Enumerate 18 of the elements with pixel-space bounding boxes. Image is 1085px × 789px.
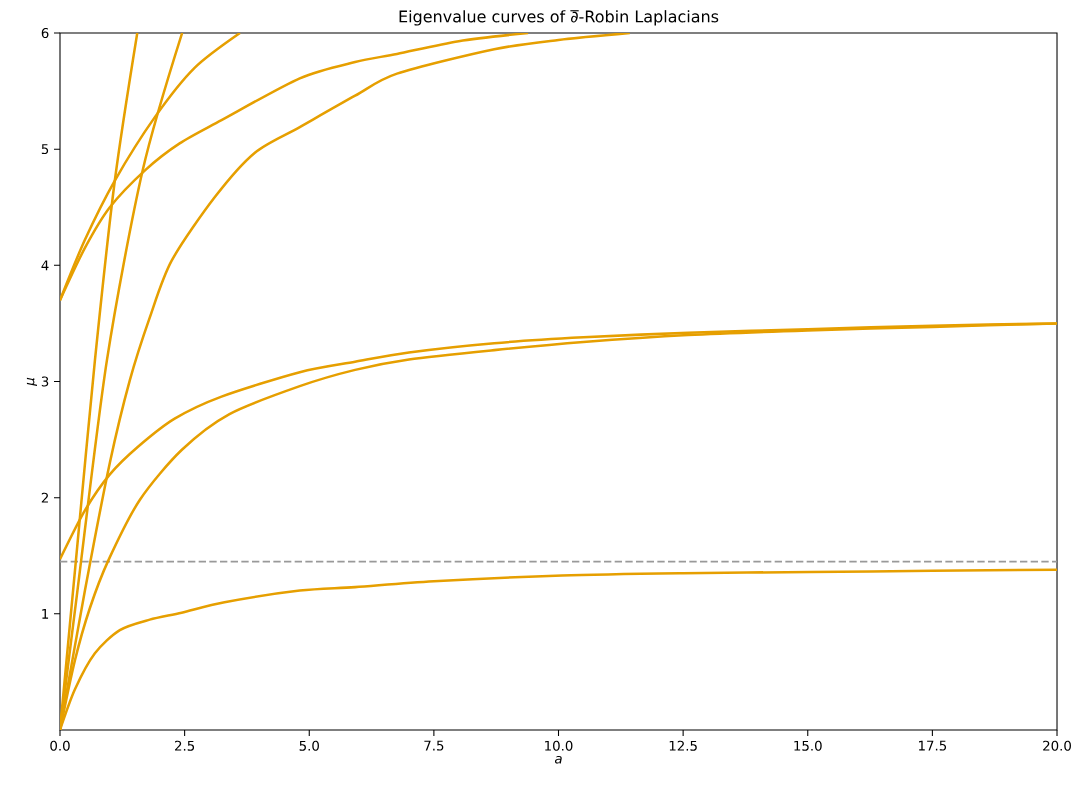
- x-tick-label: 2.5: [175, 740, 195, 751]
- x-axis-title: a: [554, 755, 562, 764]
- x-tick-label: 17.5: [919, 740, 947, 751]
- y-axis-title: μ: [26, 377, 37, 386]
- x-tick-label: 5.0: [299, 740, 319, 751]
- y-tick-label: 2: [41, 492, 48, 503]
- y-tick-label: 6: [41, 27, 49, 39]
- y-tick-label: 5: [41, 144, 49, 155]
- y-tick-label: 1: [42, 608, 49, 619]
- y-tick-label: 4: [41, 260, 49, 271]
- x-tick-label: 20.0: [1043, 740, 1071, 751]
- x-tick-label: 0.0: [50, 740, 70, 751]
- x-tick-label: 10.0: [545, 740, 573, 751]
- x-tick-label: 15.0: [794, 740, 822, 751]
- x-tick-label: 7.5: [424, 740, 444, 751]
- x-tick-label: 12.5: [669, 740, 697, 751]
- y-tick-label: 3: [41, 376, 49, 387]
- chart-title: Eigenvalue curves of ∂̅-Robin Laplacians: [399, 10, 719, 26]
